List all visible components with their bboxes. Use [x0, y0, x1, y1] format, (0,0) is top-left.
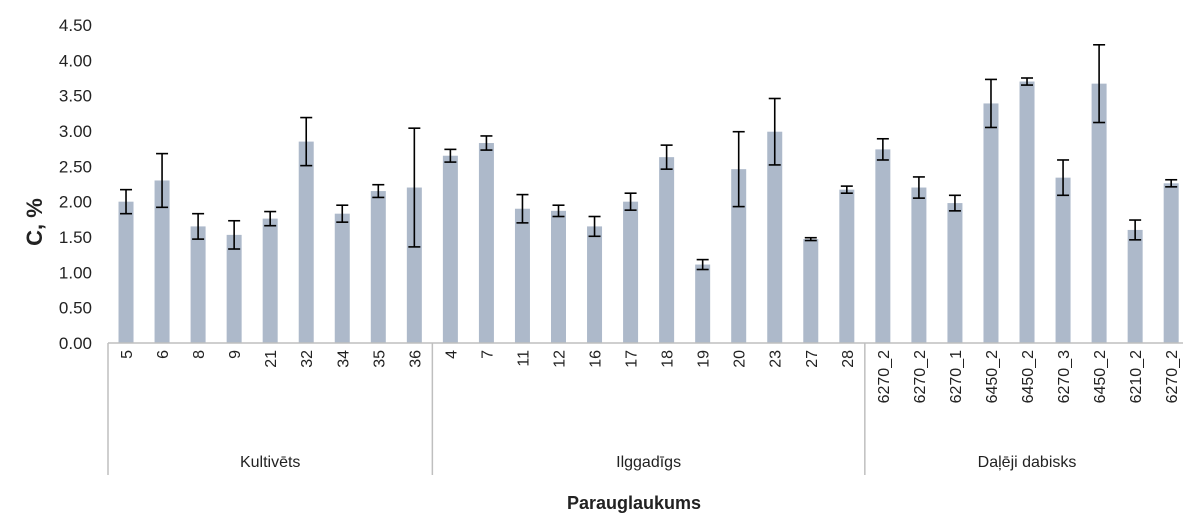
x-tick-label: 32: [299, 350, 316, 368]
x-tick-label: 6450_2: [1020, 350, 1037, 403]
x-tick-label: 23: [768, 350, 785, 368]
group-label: Daļēji dabisks: [978, 454, 1077, 471]
y-tick-label: 1.00: [59, 263, 92, 282]
bar: [335, 214, 350, 343]
x-tick-label: 16: [588, 350, 605, 368]
x-axis-tick-labels: 5 6 8 9 21 32 34 35 36 4 7 11 12 16 17 18 19 20 23 27 28 6270…: [119, 350, 1181, 403]
bar: [299, 142, 314, 343]
y-axis-title: C, %: [22, 198, 47, 246]
x-tick-label: 6450_2: [1092, 350, 1109, 403]
bar: [1056, 178, 1071, 343]
x-tick-label: 9: [227, 350, 244, 359]
bar: [227, 235, 242, 343]
group-label: Ilggadīgs: [616, 454, 681, 471]
y-tick-label: 2.50: [59, 157, 92, 176]
x-tick-label: 11: [515, 350, 532, 367]
x-tick-label: 19: [696, 350, 713, 368]
x-axis-title: Parauglaukums: [567, 493, 701, 513]
bar: [443, 156, 458, 343]
bar: [659, 157, 674, 343]
bar: [1020, 82, 1035, 343]
x-tick-label: 21: [263, 350, 280, 368]
x-tick-label: 7: [479, 350, 496, 359]
group-label: Kultivēts: [240, 454, 300, 471]
x-tick-label: 6270_3: [1056, 350, 1073, 403]
bar: [623, 202, 638, 343]
y-tick-label: 0.00: [59, 334, 92, 353]
y-tick-label: 4.00: [59, 51, 92, 70]
bar: [515, 209, 530, 343]
y-tick-label: 0.50: [59, 299, 92, 318]
x-tick-label: 6270_2: [1164, 350, 1181, 403]
x-tick-label: 20: [732, 350, 749, 368]
x-tick-label: 6270_2: [876, 350, 893, 403]
x-axis-group-labels: Kultivēts Ilggadīgs Daļēji dabisks: [240, 454, 1076, 471]
bar: [479, 143, 494, 343]
x-tick-label: 27: [804, 350, 821, 368]
x-tick-label: 6: [155, 350, 172, 359]
bar: [875, 149, 890, 343]
bar: [695, 265, 710, 343]
error-bars: [120, 45, 1177, 270]
bars: [119, 82, 1179, 343]
bar: [263, 219, 278, 343]
y-axis-ticks: 0.00 0.50 1.00 1.50 2.00 2.50 3.00 3.50 4.00 4.50: [59, 16, 92, 353]
x-tick-label: 6210_2: [1128, 350, 1145, 403]
x-tick-label: 6270_2: [912, 350, 929, 403]
y-tick-label: 3.00: [59, 122, 92, 141]
bar: [191, 226, 206, 343]
bar: [371, 191, 386, 343]
y-tick-label: 3.50: [59, 87, 92, 106]
bar: [983, 103, 998, 343]
x-tick-label: 17: [624, 350, 641, 368]
x-tick-label: 18: [660, 350, 677, 368]
bar: [1164, 183, 1179, 343]
x-tick-label: 6270_1: [948, 350, 965, 403]
bar: [119, 202, 134, 343]
x-tick-label: 12: [552, 350, 569, 368]
y-tick-label: 1.50: [59, 228, 92, 247]
bar: [911, 188, 926, 343]
bar: [947, 203, 962, 343]
y-tick-label: 2.00: [59, 193, 92, 212]
x-tick-label: 34: [335, 350, 352, 368]
x-tick-label: 6450_2: [984, 350, 1001, 403]
bar: [1128, 230, 1143, 343]
bar: [803, 239, 818, 343]
x-tick-label: 36: [407, 350, 424, 368]
x-tick-label: 28: [840, 350, 857, 368]
x-tick-label: 5: [119, 350, 136, 359]
x-tick-label: 35: [371, 350, 388, 368]
x-tick-label: 4: [443, 350, 460, 359]
bar: [587, 226, 602, 343]
x-tick-label: 8: [191, 350, 208, 359]
bar: [839, 190, 854, 343]
y-tick-label: 4.50: [59, 16, 92, 35]
bar: [551, 211, 566, 343]
